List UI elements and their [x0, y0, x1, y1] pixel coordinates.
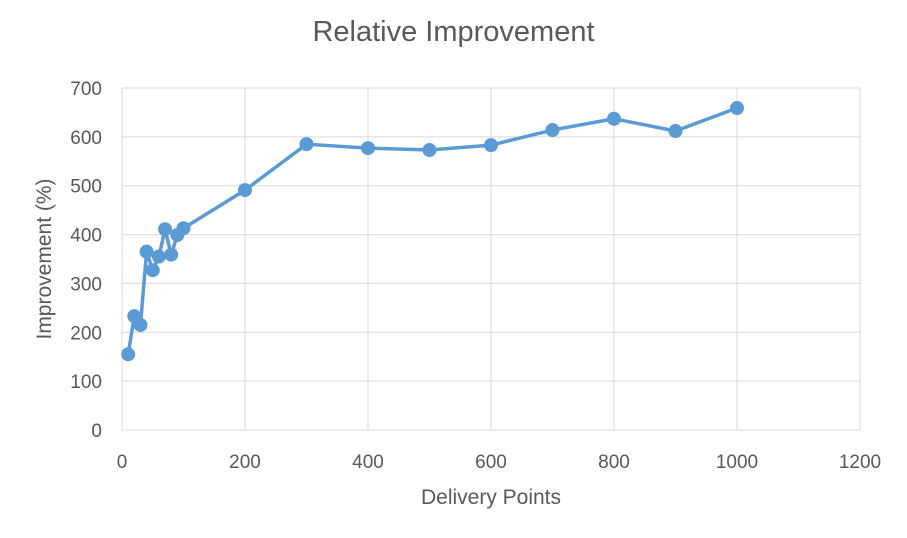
- y-tick-label: 400: [70, 226, 102, 247]
- x-tick-label: 800: [598, 452, 630, 473]
- data-point: [484, 138, 498, 153]
- data-point: [545, 123, 560, 138]
- x-axis-tick-labels: 0 200 400 600 800 1000 1200: [117, 452, 881, 473]
- y-tick-label: 200: [70, 323, 102, 344]
- y-tick-label: 700: [70, 79, 102, 100]
- data-point: [422, 143, 437, 158]
- chart-title: Relative Improvement: [312, 16, 595, 48]
- data-point: [158, 222, 173, 237]
- y-tick-label: 0: [91, 421, 102, 442]
- y-tick-label: 100: [70, 372, 102, 393]
- x-tick-label: 0: [117, 452, 128, 473]
- data-point: [668, 123, 683, 138]
- y-tick-label: 600: [70, 128, 102, 149]
- data-point: [133, 317, 148, 332]
- data-point: [164, 247, 179, 262]
- x-axis-title: Delivery Points: [421, 486, 561, 509]
- y-axis-title: Improvement (%): [33, 178, 56, 339]
- data-point: [730, 101, 744, 116]
- data-point: [238, 183, 252, 198]
- data-series: [121, 101, 744, 362]
- data-point: [151, 249, 166, 264]
- x-tick-label: 400: [352, 452, 384, 473]
- x-tick-label: 200: [229, 452, 261, 473]
- x-tick-label: 1200: [839, 452, 881, 473]
- y-tick-label: 300: [70, 274, 102, 295]
- data-point: [299, 137, 314, 152]
- data-point: [361, 141, 375, 156]
- x-tick-label: 600: [475, 452, 507, 473]
- data-point: [121, 347, 136, 362]
- y-tick-label: 500: [70, 177, 102, 198]
- y-axis-tick-labels: 0 100 200 300 400 500 600 700: [70, 79, 102, 442]
- data-point: [607, 111, 621, 126]
- data-point: [145, 263, 160, 278]
- x-tick-label: 1000: [716, 452, 758, 473]
- data-point: [176, 221, 191, 236]
- data-point: [139, 244, 154, 259]
